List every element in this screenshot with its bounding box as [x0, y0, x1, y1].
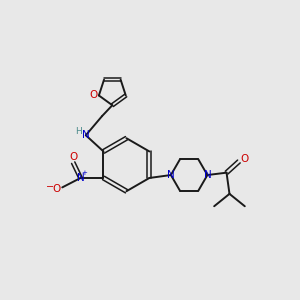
Text: H: H [75, 127, 82, 136]
Text: N: N [82, 130, 90, 140]
Text: N: N [203, 170, 211, 180]
Text: N: N [77, 173, 84, 183]
Text: O: O [89, 91, 98, 100]
Text: +: + [81, 170, 87, 176]
Text: O: O [52, 184, 61, 194]
Text: O: O [69, 152, 77, 162]
Text: N: N [167, 170, 175, 180]
Text: −: − [46, 182, 54, 192]
Text: O: O [241, 154, 249, 164]
